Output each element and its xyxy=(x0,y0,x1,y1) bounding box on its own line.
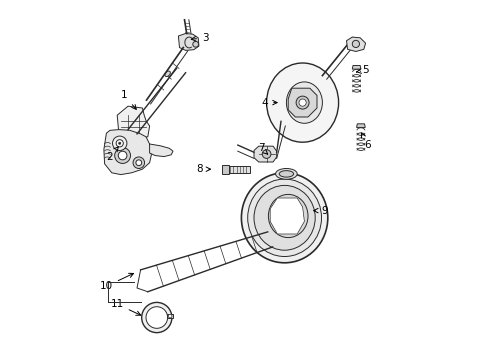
Circle shape xyxy=(133,157,145,168)
Polygon shape xyxy=(270,198,304,234)
Circle shape xyxy=(169,314,172,318)
Text: 8: 8 xyxy=(196,164,211,174)
Ellipse shape xyxy=(286,82,322,123)
Ellipse shape xyxy=(279,171,294,177)
Ellipse shape xyxy=(242,173,328,263)
Polygon shape xyxy=(352,66,361,69)
Ellipse shape xyxy=(254,185,315,250)
Circle shape xyxy=(146,307,168,328)
Polygon shape xyxy=(104,130,151,175)
Circle shape xyxy=(142,302,172,333)
Circle shape xyxy=(296,96,309,109)
Ellipse shape xyxy=(248,179,321,256)
Circle shape xyxy=(193,41,198,47)
Circle shape xyxy=(118,151,127,160)
Polygon shape xyxy=(229,166,250,173)
Text: 4: 4 xyxy=(262,98,277,108)
Circle shape xyxy=(262,150,271,158)
Polygon shape xyxy=(288,88,317,117)
Ellipse shape xyxy=(165,71,171,77)
Polygon shape xyxy=(357,124,365,127)
Circle shape xyxy=(113,136,127,150)
Text: 3: 3 xyxy=(191,33,209,43)
Text: 10: 10 xyxy=(100,273,133,291)
Text: 7: 7 xyxy=(258,143,268,154)
Polygon shape xyxy=(167,314,173,318)
Polygon shape xyxy=(254,146,277,162)
Circle shape xyxy=(136,160,142,166)
Polygon shape xyxy=(346,37,366,51)
Polygon shape xyxy=(178,33,199,50)
Polygon shape xyxy=(117,106,149,140)
Text: 6: 6 xyxy=(362,133,371,150)
Circle shape xyxy=(116,140,123,147)
Circle shape xyxy=(299,99,306,106)
Circle shape xyxy=(119,142,121,144)
Text: 2: 2 xyxy=(107,147,118,162)
Polygon shape xyxy=(149,144,173,157)
Ellipse shape xyxy=(267,63,339,142)
Text: 9: 9 xyxy=(314,206,327,216)
Text: 5: 5 xyxy=(357,65,369,75)
Circle shape xyxy=(115,148,130,163)
Text: 11: 11 xyxy=(111,299,141,315)
Text: 1: 1 xyxy=(121,90,136,109)
Polygon shape xyxy=(222,165,229,174)
Ellipse shape xyxy=(269,194,308,238)
Ellipse shape xyxy=(275,168,297,179)
Circle shape xyxy=(352,40,360,48)
